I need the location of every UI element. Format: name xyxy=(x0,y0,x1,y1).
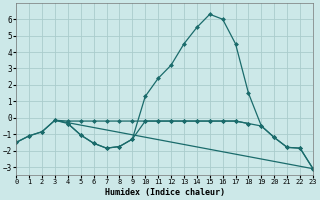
X-axis label: Humidex (Indice chaleur): Humidex (Indice chaleur) xyxy=(105,188,225,197)
